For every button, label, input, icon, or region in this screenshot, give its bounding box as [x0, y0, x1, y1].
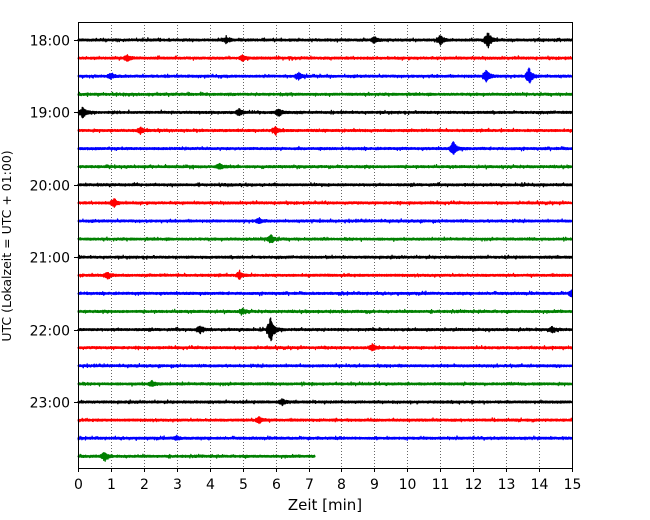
- x-tick-label: 10: [399, 477, 417, 493]
- y-tick-label: 23:00: [30, 396, 70, 412]
- x-tick-label: 14: [531, 477, 549, 493]
- trace-line: [77, 452, 316, 462]
- trace-line: [77, 398, 573, 407]
- trace-line: [77, 317, 573, 342]
- trace-line: [77, 126, 573, 136]
- x-axis-label: Zeit [min]: [288, 496, 362, 514]
- trace-line: [77, 434, 573, 441]
- x-tick-label: 8: [337, 477, 346, 493]
- trace-line: [77, 106, 573, 119]
- trace-line: [77, 54, 573, 62]
- x-tick-label: 9: [370, 477, 379, 493]
- trace-line: [77, 269, 573, 280]
- y-tick-label: 18:00: [30, 34, 70, 50]
- x-tick-label: 15: [564, 477, 582, 493]
- trace-line: [77, 379, 573, 387]
- plot-frame: [78, 22, 573, 469]
- y-tick-label: 22:00: [30, 324, 70, 340]
- x-tick-label: 2: [140, 477, 149, 493]
- trace-line: [77, 307, 573, 316]
- y-tick-label: 19:00: [30, 106, 70, 122]
- trace-line: [77, 416, 573, 425]
- seismogram-traces: [77, 32, 573, 462]
- trace-line: [77, 289, 573, 298]
- trace-line: [77, 162, 573, 170]
- trace-line: [77, 254, 573, 260]
- x-tick-label: 11: [432, 477, 450, 493]
- trace-line: [77, 67, 573, 84]
- x-tick-label: 6: [272, 477, 281, 493]
- x-tick-label: 4: [206, 477, 215, 493]
- x-tick-label: 0: [74, 477, 83, 493]
- x-tick-label: 3: [173, 477, 182, 493]
- x-tick-label: 7: [305, 477, 314, 493]
- x-tick-label: 12: [465, 477, 483, 493]
- trace-line: [77, 198, 573, 208]
- trace-line: [77, 216, 573, 224]
- trace-line: [77, 181, 573, 188]
- trace-line: [77, 363, 573, 369]
- y-axis-label: UTC (Lokalzeit = UTC + 01:00): [0, 150, 14, 341]
- x-tick-label: 13: [498, 477, 516, 493]
- x-axis-ticks: 0 1 2 3 4 5 6 7 8 9 10 11 12 13 14 15: [74, 468, 581, 493]
- x-tick-label: 5: [239, 477, 248, 493]
- trace-line: [77, 141, 573, 155]
- y-axis-ticks: 18:00 19:00 20:00 21:00 22:00 23:00: [30, 34, 78, 412]
- x-tick-label: 1: [107, 477, 116, 493]
- trace-line: [77, 91, 573, 98]
- trace-line: [77, 32, 573, 49]
- grid-lines: [111, 22, 540, 468]
- trace-line: [77, 234, 573, 244]
- y-tick-label: 21:00: [30, 251, 70, 267]
- y-tick-label: 20:00: [30, 179, 70, 195]
- trace-line: [77, 343, 573, 352]
